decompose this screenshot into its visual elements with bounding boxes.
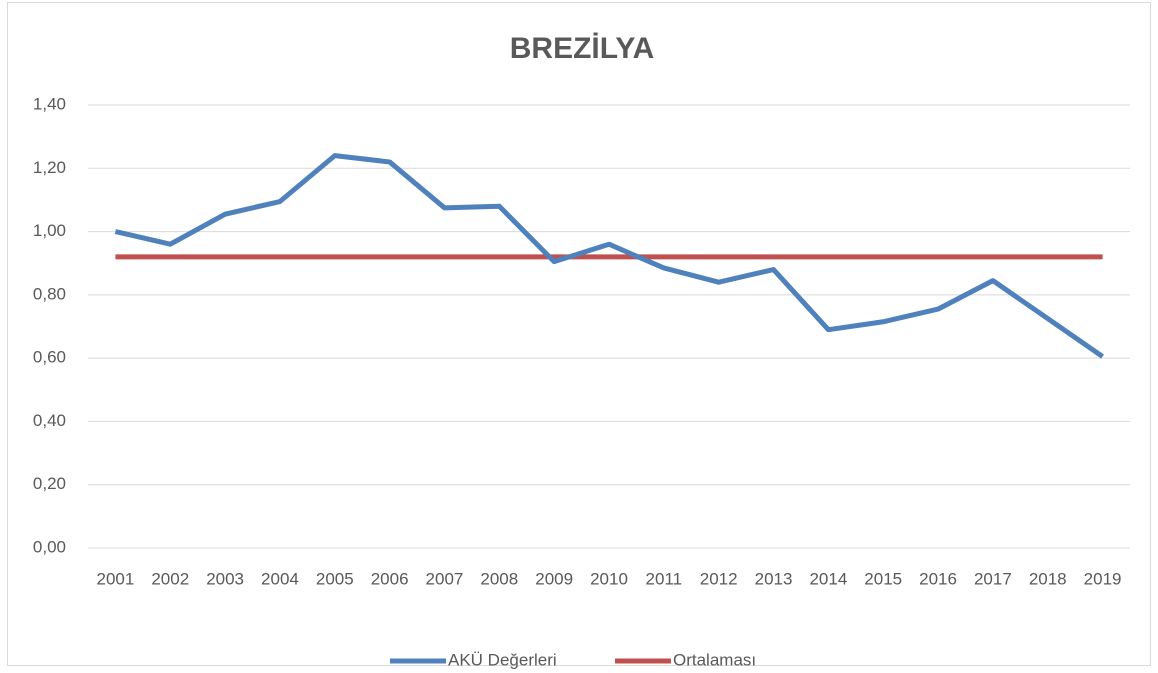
legend-label: AKÜ Değerleri: [448, 650, 557, 669]
legend-label: Ortalaması: [673, 650, 756, 669]
x-tick-label: 2014: [809, 569, 847, 588]
x-tick-label: 2017: [974, 569, 1012, 588]
y-tick-label: 1,20: [33, 158, 66, 177]
x-tick-label: 2005: [316, 569, 354, 588]
x-tick-label: 2019: [1084, 569, 1122, 588]
chart-border: [7, 2, 1151, 666]
x-tick-label: 2006: [371, 569, 409, 588]
y-tick-label: 0,20: [33, 474, 66, 493]
y-tick-label: 0,40: [33, 411, 66, 430]
chart-title: BREZİLYA: [510, 32, 655, 65]
y-tick-label: 1,00: [33, 221, 66, 240]
y-tick-label: 0,80: [33, 284, 66, 303]
x-tick-label: 2004: [261, 569, 299, 588]
x-tick-label: 2016: [919, 569, 957, 588]
y-tick-label: 1,40: [33, 94, 66, 113]
x-tick-label: 2003: [206, 569, 244, 588]
x-tick-label: 2011: [646, 569, 683, 588]
x-tick-label: 2018: [1029, 569, 1067, 588]
x-tick-label: 2010: [590, 569, 628, 588]
x-tick-label: 2013: [755, 569, 793, 588]
x-tick-label: 2015: [864, 569, 902, 588]
x-tick-label: 2001: [97, 569, 135, 588]
series-line: [114, 153, 1105, 359]
x-tick-label: 2012: [700, 569, 738, 588]
y-tick-label: 0,60: [33, 348, 66, 367]
y-tick-label: 0,00: [33, 537, 66, 556]
x-tick-label: 2002: [151, 569, 189, 588]
x-tick-label: 2008: [480, 569, 518, 588]
x-tick-label: 2009: [535, 569, 573, 588]
x-tick-label: 2007: [426, 569, 464, 588]
